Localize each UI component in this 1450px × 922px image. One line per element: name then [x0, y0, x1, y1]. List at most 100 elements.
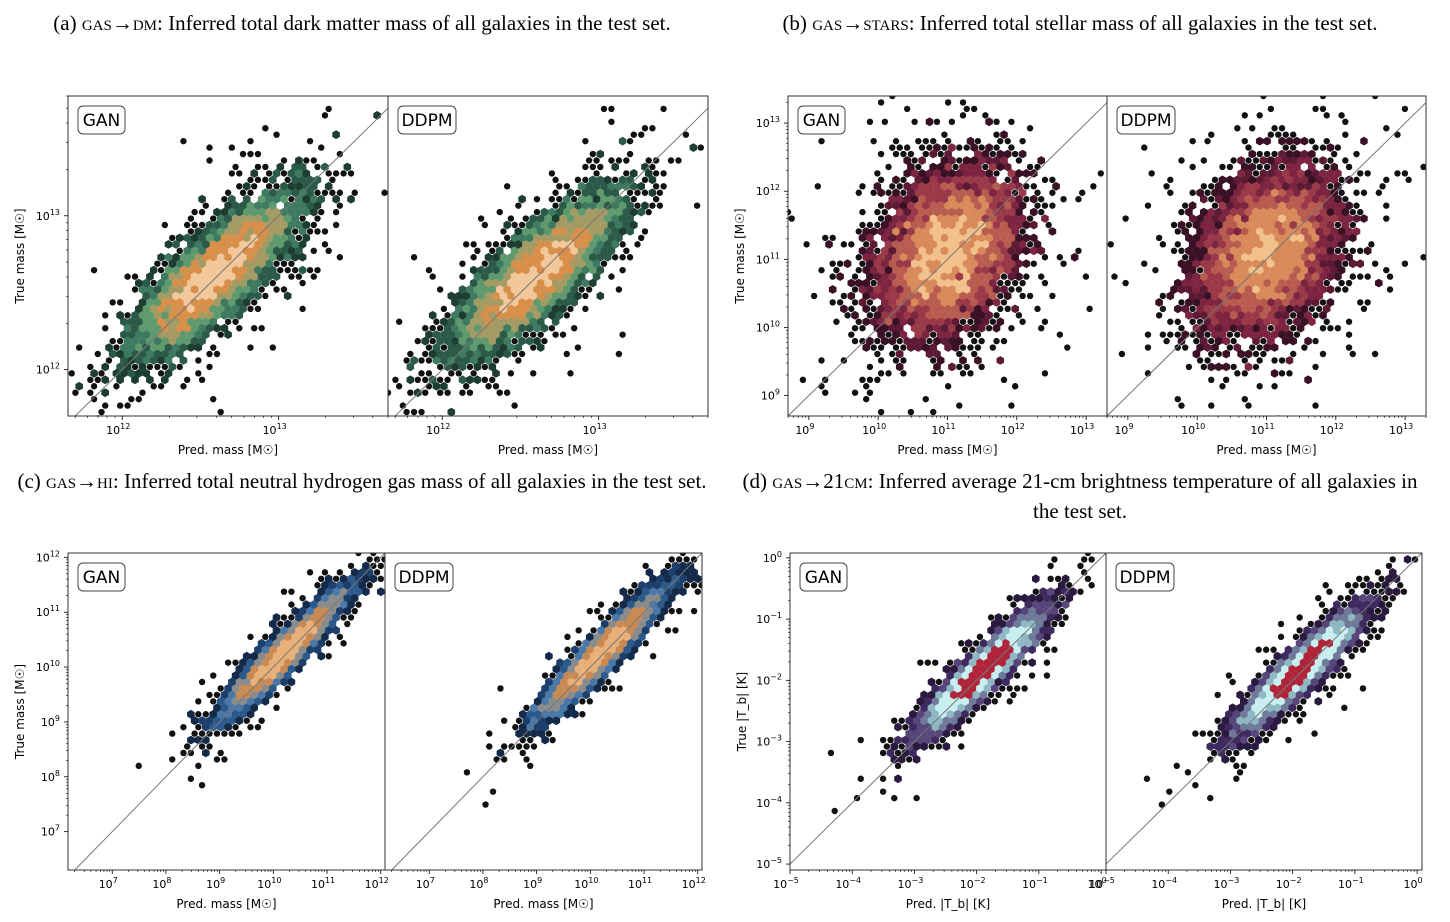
hexbin-cell: [280, 220, 288, 230]
hexbin-cell: [1028, 593, 1036, 603]
hexbin-cell: [392, 536, 400, 545]
hexbin-cell: [205, 310, 214, 320]
x-tick-label: 1011: [628, 876, 652, 891]
hexbin-cell: [974, 240, 982, 249]
hexbin-cell: [213, 323, 221, 333]
outlier-point: [1064, 344, 1071, 351]
hexbin-cell: [877, 252, 885, 262]
outlier-point: [1260, 337, 1267, 345]
hexbin-cell: [619, 613, 628, 622]
hexbin-cell: [914, 240, 923, 249]
hexbin-cell: [503, 336, 511, 346]
outlier-point: [280, 286, 288, 293]
hexbin-cell: [302, 613, 311, 622]
outlier-point: [855, 266, 862, 274]
outlier-point: [321, 112, 329, 119]
hexbin-cell: [254, 684, 262, 693]
hexbin-cell: [1262, 684, 1270, 693]
hexbin-cell: [138, 285, 147, 294]
hexbin-cell: [570, 207, 578, 217]
outlier-point: [1379, 183, 1386, 190]
hexbin-cell: [406, 362, 415, 372]
outlier-point: [946, 659, 954, 666]
hexbin-cell: [1196, 188, 1204, 198]
outlier-point: [1019, 292, 1026, 300]
hexbin-cell: [933, 285, 941, 294]
outlier-point: [725, 441, 731, 447]
hexbin-cell: [1028, 645, 1036, 655]
outlier-point: [611, 176, 619, 184]
hexbin-cell: [187, 278, 195, 288]
outlier-point: [989, 318, 997, 325]
outlier-point: [1196, 357, 1204, 364]
hexbin-cell: [120, 369, 128, 378]
outlier-point: [974, 137, 982, 145]
outlier-point: [374, 543, 380, 549]
hexbin-cell: [291, 632, 299, 642]
outlier-point: [1207, 756, 1214, 763]
hexbin-cell: [1278, 252, 1286, 262]
hexbin-cell: [242, 272, 251, 281]
hexbin-cell: [146, 310, 154, 320]
outlier-point: [1378, 627, 1385, 634]
outlier-point: [1319, 144, 1327, 151]
outlier-point: [321, 228, 329, 235]
hexbin-cell: [235, 272, 244, 281]
hexbin-cell: [1011, 201, 1019, 210]
outlier-point: [1374, 582, 1382, 589]
hexbin-cell: [235, 677, 244, 687]
hexbin-cell: [903, 272, 911, 281]
hexbin-cell: [1326, 259, 1335, 269]
hexbin-cell: [310, 207, 318, 217]
outlier-point: [1289, 350, 1297, 358]
outlier-point: [340, 170, 347, 177]
outlier-point: [187, 775, 195, 782]
hexbin-cell: [869, 240, 878, 249]
hexbin-cell: [537, 703, 546, 713]
outlier-point: [915, 137, 922, 145]
hexbin-cell: [1310, 677, 1319, 687]
hexbin-cell: [977, 194, 986, 204]
hexbin-cell: [1200, 259, 1208, 269]
hexbin-cell: [992, 220, 1001, 230]
hexbin-cell: [209, 709, 217, 719]
outlier-point: [486, 730, 493, 737]
outlier-point: [1041, 176, 1049, 184]
hexbin-cell: [604, 651, 613, 661]
hexbin-cell: [306, 619, 314, 629]
hexbin-cell: [1330, 240, 1338, 249]
outlier-point: [967, 318, 974, 325]
hexbin-cell: [1002, 626, 1010, 635]
outlier-point: [958, 640, 965, 647]
hexbin-cell: [358, 580, 366, 590]
hexbin-cell: [1244, 181, 1253, 191]
hexbin-cell: [1255, 136, 1264, 146]
hexbin-cell: [903, 156, 911, 165]
hexbin-cell: [1228, 742, 1237, 751]
outlier-point: [1256, 357, 1263, 364]
hexbin-cell: [600, 194, 608, 204]
hexbin-cell: [499, 291, 508, 301]
hexbin-cell: [931, 697, 939, 706]
hexbin-cell: [269, 265, 277, 275]
outlier-point: [183, 743, 191, 750]
hexbin-cell: [589, 227, 597, 236]
hexbin-cell: [1188, 201, 1197, 210]
hexbin-cell: [1303, 677, 1311, 687]
outlier-point: [874, 247, 881, 254]
hexbin-cell: [981, 188, 990, 198]
outlier-point: [1319, 299, 1327, 306]
hexbin-cell: [1241, 162, 1249, 172]
hexbin-cell: [1218, 240, 1227, 249]
outlier-point: [1236, 769, 1244, 776]
outlier-point: [392, 376, 399, 383]
outlier-point: [991, 698, 999, 705]
hexbin-cell: [933, 169, 941, 178]
outlier-point: [254, 723, 262, 731]
hexbin-cell: [581, 227, 590, 236]
outlier-point: [1338, 112, 1345, 119]
hexbin-cell: [1252, 259, 1260, 269]
hexbin-cell: [1311, 259, 1320, 269]
hexbin-cell: [892, 317, 900, 327]
hexbin-cell: [1003, 252, 1012, 262]
